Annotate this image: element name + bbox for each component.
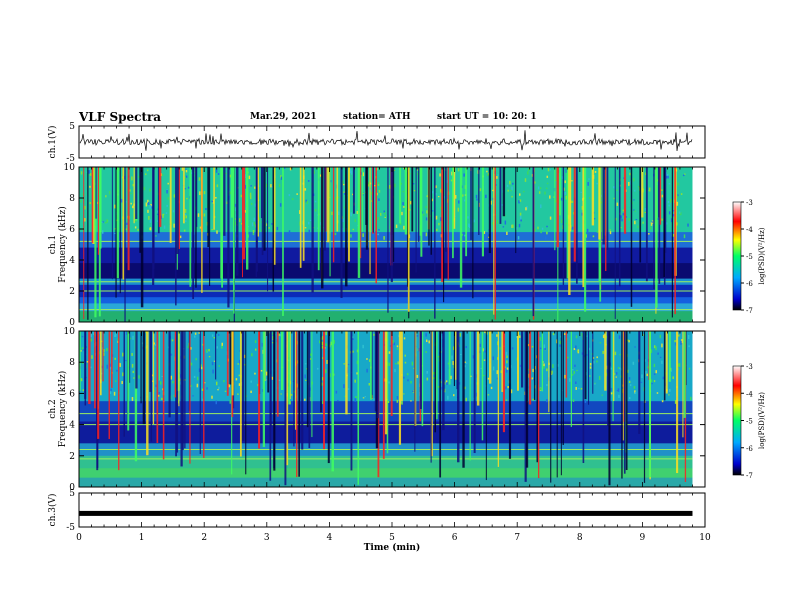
ytick-label: 2 [69,452,75,462]
ytick-label: 2 [69,287,75,297]
colorbar-tick-label: -5 [746,418,753,426]
colorbar-2 [732,201,742,311]
ylabel-2: ch.1 [48,235,58,254]
xtick-label: 3 [264,533,270,543]
ylabel-1: ch.1(V) [47,126,58,159]
ch3-level-line [79,510,693,516]
date-label: Mar.29, 2021 [250,112,317,122]
colorbar-3 [732,365,742,476]
ylabel-4: ch.3(V) [47,494,58,527]
colorbar-tick-label: -3 [746,199,753,207]
colorbar-label-3: log(PSD)(V²/Hz) [758,392,766,449]
ch1-waveform [79,130,693,152]
ytick-label: 8 [69,194,75,204]
colorbar-tick-label: -4 [746,226,753,234]
ylabel-3: ch.2 [48,399,58,418]
ytick-label: 8 [69,358,75,368]
xtick-label: 9 [640,533,646,543]
colorbar-label-2: log(PSD)(V²/Hz) [758,227,766,284]
ytick-label: -5 [66,154,75,164]
colorbar-tick-label: -6 [746,445,753,453]
ytick-label: 6 [69,225,75,235]
xtick-label: 4 [327,533,333,543]
colorbar-tick-label: -5 [746,253,753,261]
ytick-label: -5 [66,523,75,533]
xtick-label: 8 [577,533,583,543]
colorbar-tick-label: -3 [746,363,753,371]
panel-frame-4 [78,492,706,528]
ytick-label: 10 [64,163,76,173]
xtick-label: 0 [76,533,82,543]
colorbar-tick-label: -7 [746,472,753,480]
xtick-label: 6 [452,533,458,543]
ylabel2-3: Frequency (kHz) [57,371,68,448]
station-label: station= ATH [343,112,411,122]
spectrogram-1 [79,167,693,323]
ytick-label: 4 [69,256,75,266]
chart-title: VLF Spectra [79,110,162,124]
ytick-label: 4 [69,421,75,431]
xtick-label: 10 [699,533,711,543]
ytick-label: 5 [69,489,75,499]
spectrogram-2 [79,331,693,488]
start-ut-label: start UT = 10: 20: 1 [437,112,537,122]
xtick-label: 1 [139,533,145,543]
xtick-label: 2 [201,533,207,543]
colorbar-tick-label: -4 [746,390,753,398]
ytick-label: 10 [64,327,76,337]
ytick-label: 6 [69,389,75,399]
ylabel2-2: Frequency (kHz) [57,206,68,283]
colorbar-tick-label: -7 [746,307,753,315]
colorbar-tick-label: -6 [746,280,753,288]
xtick-label: 5 [389,533,395,543]
ytick-label: 5 [69,122,75,132]
ytick-label: 0 [69,483,75,493]
xtick-label: 7 [514,533,520,543]
xaxis-label: Time (min) [364,542,421,553]
ytick-label: 0 [69,318,75,328]
